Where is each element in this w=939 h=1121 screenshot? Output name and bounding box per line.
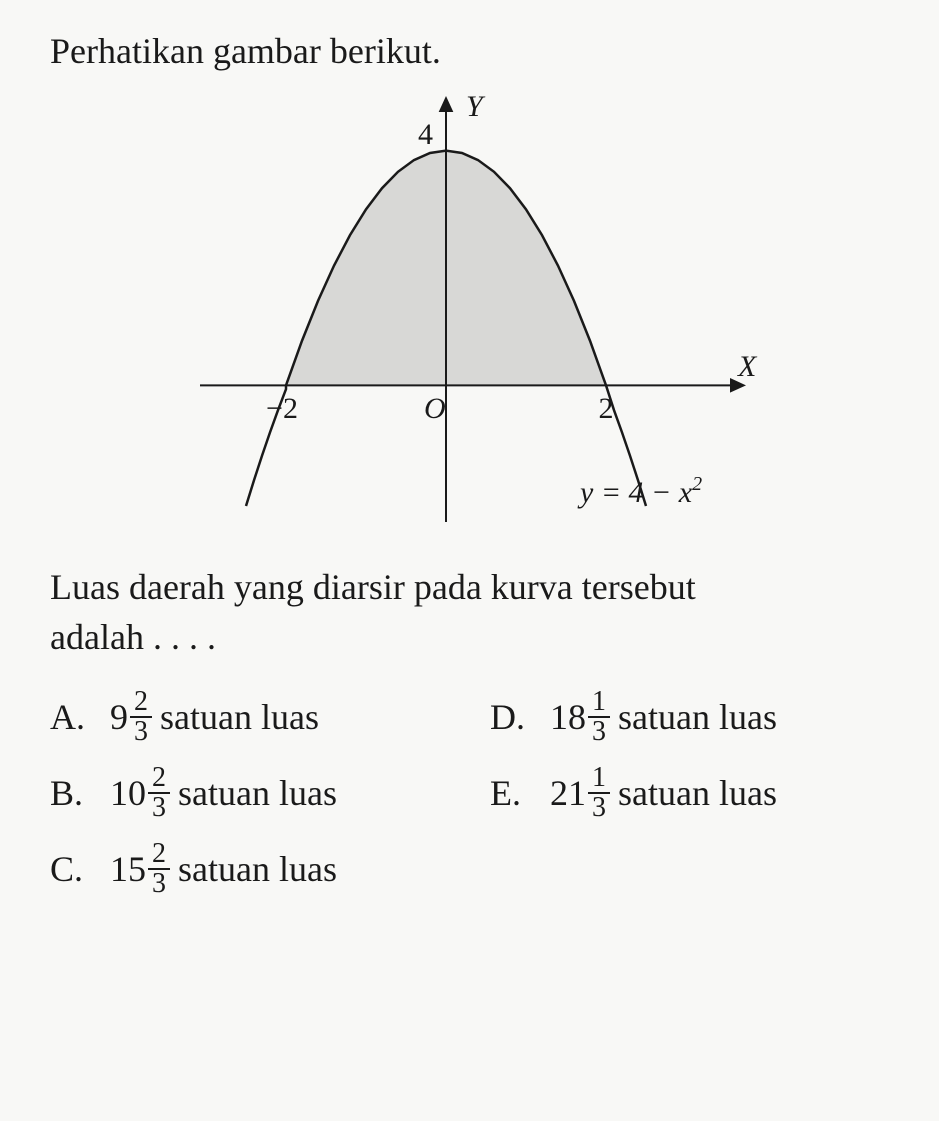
- option-d-label: D.: [490, 696, 550, 738]
- question-line-2: adalah . . . .: [50, 617, 216, 657]
- option-a-unit: satuan luas: [160, 696, 319, 738]
- option-a-label: A.: [50, 696, 110, 738]
- option-e-label: E.: [490, 772, 550, 814]
- option-c-label: C.: [50, 848, 110, 890]
- x-tick-2: 2: [598, 392, 613, 425]
- option-c-int: 15: [110, 848, 146, 890]
- option-e: E. 21 1 3 satuan luas: [490, 764, 777, 822]
- option-b-int: 10: [110, 772, 146, 814]
- option-d-fraction: 1 3: [588, 688, 610, 746]
- option-b-fraction: 2 3: [148, 764, 170, 822]
- chart-container: Y X 4 −2 O 2 y = 4 − x2: [50, 92, 889, 532]
- option-b-unit: satuan luas: [178, 772, 337, 814]
- question-text: Luas daerah yang diarsir pada kurva ters…: [50, 562, 889, 663]
- option-c: C. 15 2 3 satuan luas: [50, 840, 490, 898]
- option-a-fraction: 2 3: [130, 688, 152, 746]
- option-b: B. 10 2 3 satuan luas: [50, 764, 490, 822]
- y-tick-4: 4: [418, 118, 433, 151]
- option-e-unit: satuan luas: [618, 772, 777, 814]
- instruction-text: Perhatikan gambar berikut.: [50, 30, 889, 72]
- x-axis-label: X: [737, 350, 758, 383]
- option-d-int: 18: [550, 696, 586, 738]
- function-label: y = 4 − x2: [577, 473, 702, 509]
- option-b-label: B.: [50, 772, 110, 814]
- x-tick-neg2: −2: [266, 392, 298, 425]
- question-line-1: Luas daerah yang diarsir pada kurva ters…: [50, 567, 696, 607]
- option-d-unit: satuan luas: [618, 696, 777, 738]
- parabola-chart: Y X 4 −2 O 2 y = 4 − x2: [190, 92, 750, 532]
- option-a-int: 9: [110, 696, 128, 738]
- option-a: A. 9 2 3 satuan luas: [50, 688, 490, 746]
- option-e-int: 21: [550, 772, 586, 814]
- origin-label: O: [424, 392, 446, 425]
- option-c-fraction: 2 3: [148, 840, 170, 898]
- option-c-unit: satuan luas: [178, 848, 337, 890]
- option-e-fraction: 1 3: [588, 764, 610, 822]
- options-block: A. 9 2 3 satuan luas D. 18 1 3 satuan lu…: [50, 688, 889, 898]
- option-d: D. 18 1 3 satuan luas: [490, 688, 777, 746]
